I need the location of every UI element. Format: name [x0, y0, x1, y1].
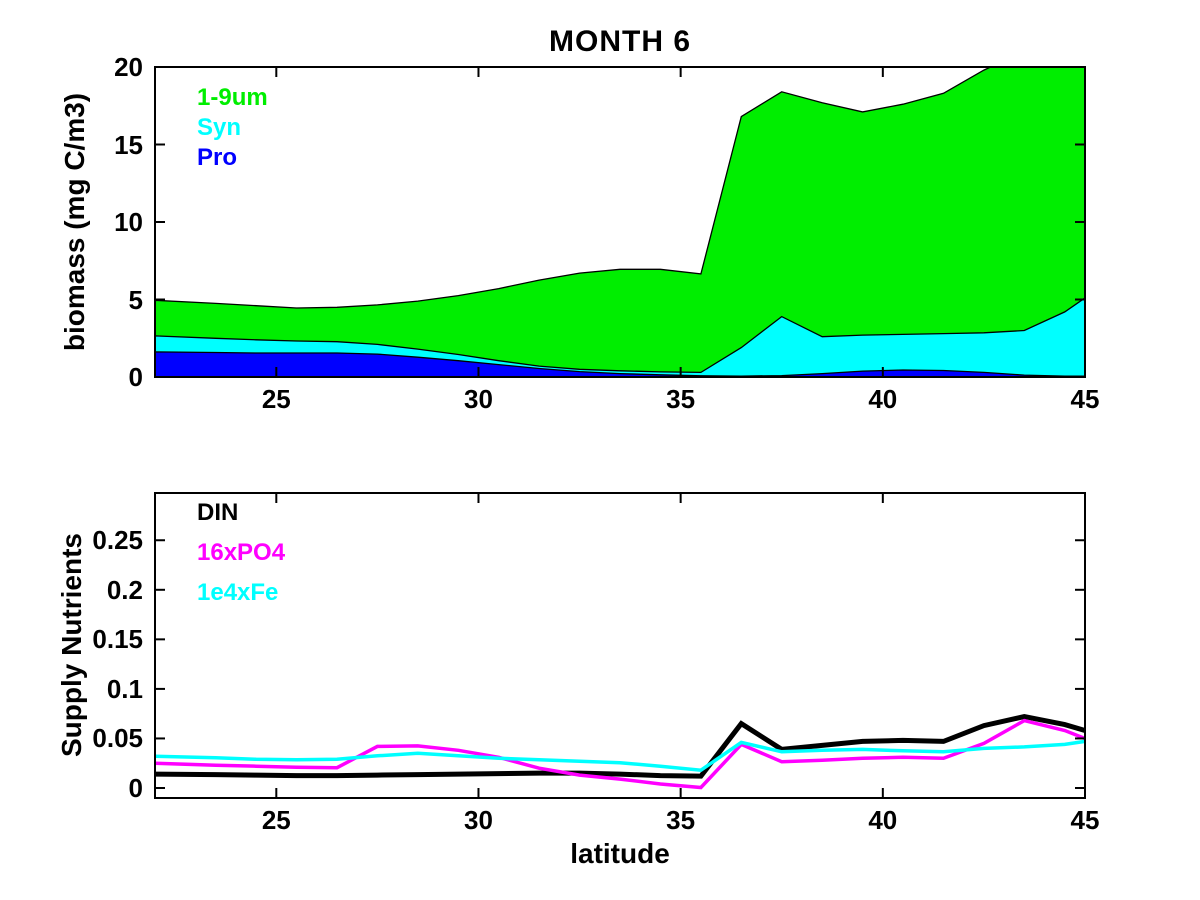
y-tick-label: 20	[114, 52, 143, 82]
y-tick-label: 0.15	[92, 624, 143, 655]
line-1e4xfe	[154, 739, 1086, 773]
legend-item-1-9um: 1-9um	[197, 84, 268, 111]
y-tick-label: 15	[114, 129, 143, 160]
x-tick-label: 30	[464, 384, 493, 414]
x-tick-label: 45	[1070, 384, 1100, 414]
y-tick-label: 10	[114, 207, 143, 237]
y-tick-label: 5	[128, 284, 143, 315]
legend-item-1e4xfe: 1e4xFe	[197, 579, 279, 606]
area-1-9um	[155, 67, 1085, 377]
line-din	[154, 714, 1086, 779]
x-tick-label: 40	[868, 384, 898, 414]
axes-frame-1	[154, 492, 1086, 799]
top-chart-title: MONTH 6	[549, 25, 691, 58]
area-pro	[155, 351, 1085, 377]
x-tick-label: 25	[261, 805, 291, 835]
x-tick-label: 35	[666, 805, 696, 835]
x-tick-label: 40	[868, 805, 898, 835]
axes-ticks-1	[155, 493, 1086, 798]
y-tick-label: 0.25	[92, 525, 143, 556]
y-tick-label: 0.1	[106, 673, 143, 704]
legend-item-din: DIN	[197, 499, 239, 526]
bottom-chart-legend: DIN 16xPO4 1e4xFe	[197, 493, 285, 613]
legend-item-syn: Syn	[197, 114, 242, 141]
line-16xpo4	[154, 718, 1086, 790]
y-tick-label: 0	[128, 773, 143, 803]
x-tick-label: 25	[261, 384, 291, 414]
y-tick-label: 0.05	[92, 723, 143, 754]
top-chart-legend: 1-9um Syn Pro	[197, 83, 268, 173]
legend-item-pro: Pro	[197, 144, 238, 171]
y-tick-label: 0.2	[106, 574, 143, 605]
y-tick-label: 0	[128, 362, 143, 392]
bottom-x-axis-label: latitude	[570, 838, 670, 869]
legend-item-16xpo4: 16xPO4	[197, 539, 286, 566]
axes-frame-0	[154, 66, 1086, 378]
x-tick-label: 45	[1070, 805, 1100, 835]
x-tick-label: 35	[666, 384, 696, 414]
x-tick-label: 30	[464, 805, 493, 835]
